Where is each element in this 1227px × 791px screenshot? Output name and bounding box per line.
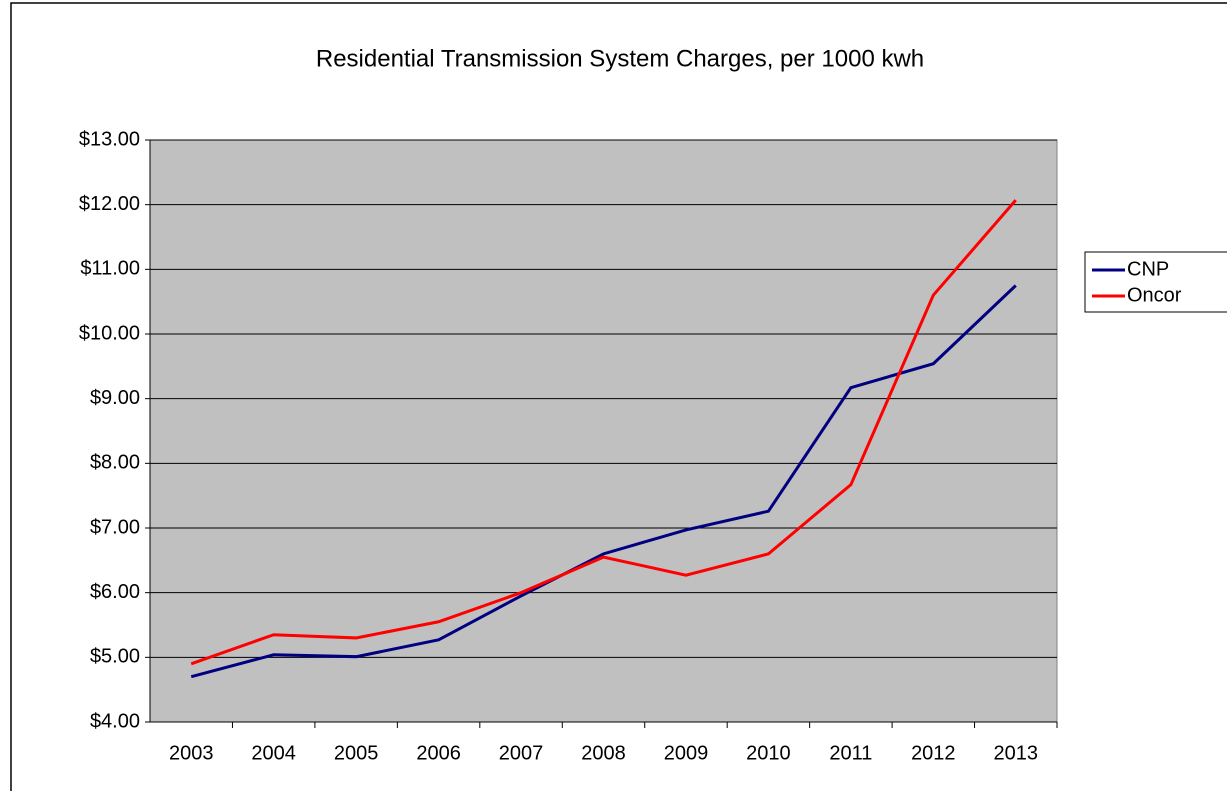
x-tick-label: 2009	[664, 742, 709, 764]
x-tick-label: 2008	[581, 742, 626, 764]
legend-label: CNP	[1127, 258, 1169, 280]
y-tick-label: $4.00	[90, 710, 140, 732]
x-tick-label: 2013	[994, 742, 1039, 764]
y-tick-label: $12.00	[79, 193, 140, 215]
x-tick-label: 2007	[499, 742, 544, 764]
x-tick-label: 2010	[746, 742, 791, 764]
x-tick-label: 2003	[169, 742, 214, 764]
y-tick-label: $7.00	[90, 516, 140, 538]
y-tick-label: $5.00	[90, 646, 140, 668]
series-line	[190, 284, 1017, 679]
x-tick-label: 2004	[251, 742, 296, 764]
chart-title: Residential Transmission System Charges,…	[316, 45, 924, 72]
y-tick-label: $11.00	[80, 258, 140, 280]
y-tick-label: $8.00	[90, 452, 140, 474]
x-tick-label: 2005	[334, 742, 379, 764]
legend-label: Oncor	[1127, 284, 1182, 306]
x-tick-label: 2006	[416, 742, 461, 764]
series-line	[190, 199, 1017, 666]
y-tick-label: $9.00	[90, 387, 140, 409]
y-tick-label: $6.00	[90, 581, 140, 603]
x-tick-label: 2011	[829, 742, 872, 764]
y-tick-label: $10.00	[79, 322, 140, 344]
plot-area	[149, 139, 1058, 723]
x-tick-label: 2012	[911, 742, 956, 764]
legend-box	[1084, 251, 1227, 313]
y-tick-label: $13.00	[79, 128, 140, 150]
